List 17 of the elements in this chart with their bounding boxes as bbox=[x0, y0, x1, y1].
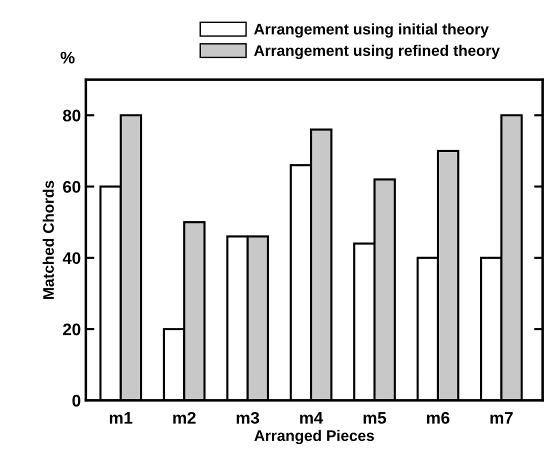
x-tick-label: m6 bbox=[427, 412, 450, 424]
y-axis-title: Matched Chords bbox=[42, 180, 54, 299]
text: % bbox=[60, 52, 75, 64]
y-tick-label: 80 bbox=[63, 110, 80, 122]
x-tick-label: m7 bbox=[490, 412, 513, 424]
x-tick-label: m2 bbox=[173, 412, 196, 424]
y-tick-label: 60 bbox=[63, 180, 80, 193]
x-tick-label: m4 bbox=[300, 412, 324, 424]
x-axis-title: Arranged Pieces bbox=[254, 430, 374, 444]
legend-label: Arrangement using refined theory bbox=[254, 44, 500, 60]
x-tick-label: m5 bbox=[364, 412, 386, 424]
y-tick-label: 40 bbox=[62, 252, 80, 264]
y-tick-label: 0 bbox=[72, 394, 80, 407]
y-tick-label: 20 bbox=[63, 324, 80, 336]
legend-label: Arrangement using initial theory bbox=[254, 23, 489, 38]
x-tick-label: m3 bbox=[236, 412, 260, 424]
x-tick-label: m1 bbox=[110, 412, 132, 424]
